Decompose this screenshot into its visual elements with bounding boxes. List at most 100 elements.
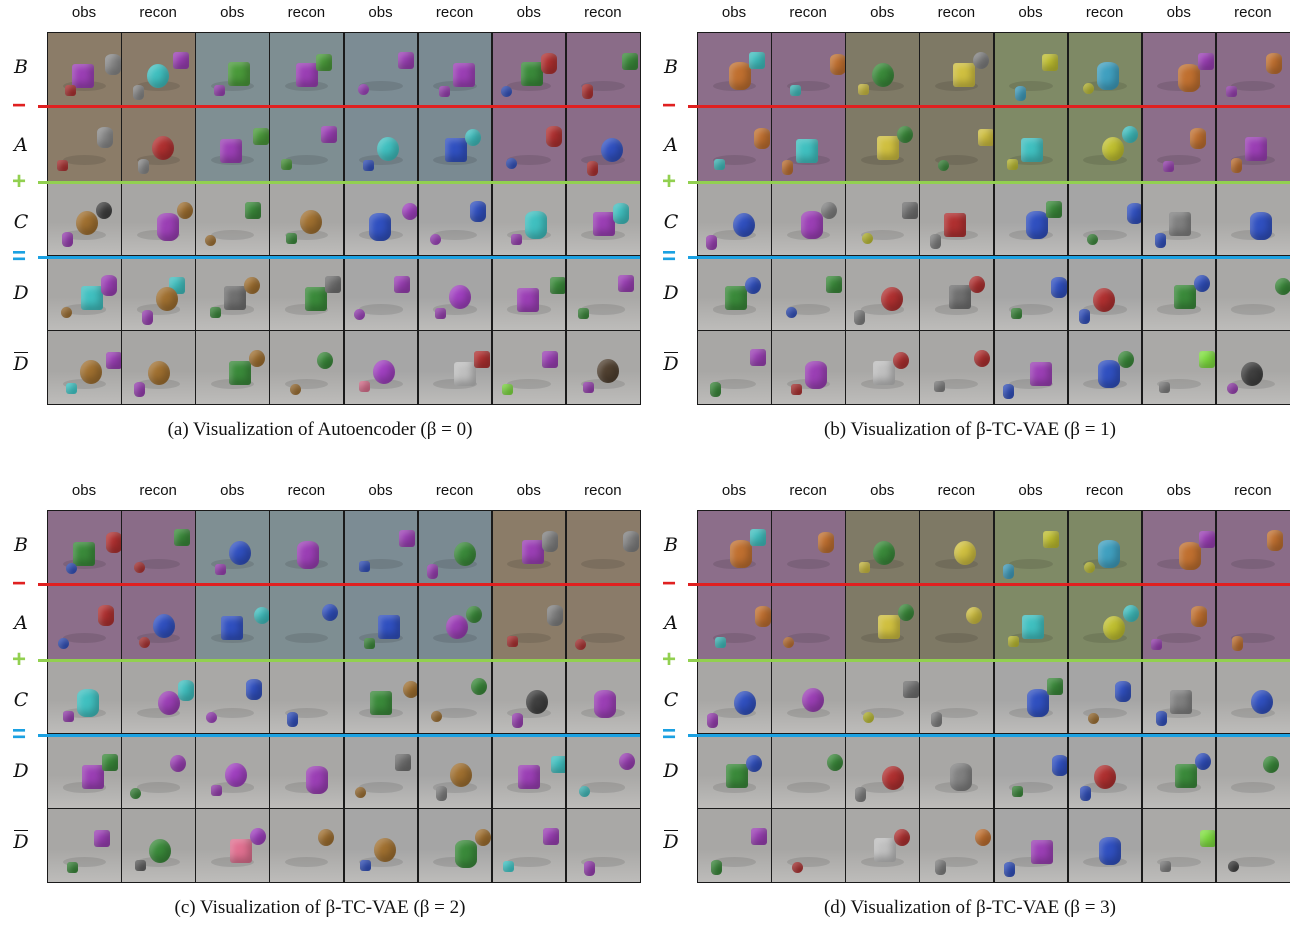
cube-object [1198, 351, 1215, 369]
cylinder-object [755, 606, 771, 628]
scene-image-obs [343, 330, 419, 406]
sphere-object [229, 540, 252, 565]
scene-image-recon [919, 255, 994, 331]
cylinder-object [729, 61, 751, 90]
row-label-text: B [14, 534, 28, 556]
cylinder-object [138, 158, 150, 174]
cube-object [453, 361, 476, 386]
scene-image-obs [1141, 32, 1217, 108]
minus-operator: − [661, 92, 676, 119]
column-header-recon: recon [435, 482, 474, 499]
row-label-text: C [13, 211, 29, 233]
cube-object [903, 680, 919, 698]
sphere-object [974, 350, 991, 368]
sphere-object [1083, 561, 1095, 573]
scene-image-recon [269, 584, 344, 660]
cylinder-object [106, 532, 121, 553]
sphere-object [158, 691, 181, 716]
sphere-object [470, 678, 487, 696]
sphere-object [954, 541, 977, 565]
overline-mark [664, 352, 678, 353]
scene-image-recon [1067, 106, 1143, 182]
cylinder-object [178, 680, 195, 702]
scene-image-obs [195, 106, 270, 182]
cube-object [325, 276, 342, 294]
cube-object [790, 85, 802, 96]
separator-line [38, 105, 640, 108]
scene-image-obs [343, 659, 419, 735]
sphere-object [244, 276, 261, 294]
cube-object [220, 138, 243, 163]
scene-image-obs [195, 808, 270, 884]
sphere-object [1193, 275, 1210, 293]
sphere-object [453, 541, 476, 566]
sphere-object [1086, 234, 1098, 246]
column-header-obs: obs [1166, 4, 1191, 21]
scene-image-obs [845, 106, 920, 182]
scene-image-obs [697, 330, 772, 406]
sphere-object [792, 862, 804, 874]
scene-image-recon [919, 330, 994, 406]
cube-object [369, 690, 392, 715]
sphere-object [938, 159, 950, 171]
cylinder-object [581, 83, 593, 99]
cylinder-object [134, 382, 146, 398]
sphere-object [1092, 287, 1115, 312]
cylinder-object [101, 275, 117, 297]
cube-object [859, 561, 871, 573]
sphere-object [1082, 83, 1094, 94]
panel-c: obs recon obs recon obs recon obs recon B A C D D − + =… [0, 478, 641, 940]
column-header-recon: recon [937, 482, 976, 499]
cube-object [1029, 361, 1052, 386]
scene-image-obs [1141, 808, 1217, 884]
column-header-recon: recon [584, 4, 622, 21]
row-label-text: D [13, 353, 29, 375]
scene-image-recon [1067, 584, 1143, 660]
cube-object [1041, 53, 1058, 71]
cylinder-object [1190, 605, 1207, 627]
scene-image-recon [1215, 32, 1290, 108]
plus-operator: + [11, 646, 26, 673]
cube-object [1197, 52, 1214, 70]
cylinder-object [1002, 564, 1014, 579]
column-header-recon: recon [1085, 4, 1124, 21]
cube-object [230, 839, 253, 864]
sphere-object [80, 360, 102, 385]
scene-image-obs [1141, 659, 1217, 735]
row-label-text: C [663, 211, 679, 233]
cube-object [582, 382, 594, 394]
sphere-object [525, 689, 548, 714]
scene-image-recon [121, 32, 196, 108]
column-header-obs: obs [220, 482, 245, 499]
row-label-d: D [10, 760, 32, 782]
plus-operator: + [661, 646, 676, 673]
row-label-text: B [664, 534, 678, 556]
sphere-object [1262, 755, 1279, 773]
cube-object [714, 158, 725, 170]
cylinder-object [105, 53, 121, 75]
cube-object [363, 638, 375, 650]
scene-image-obs [343, 510, 419, 586]
scene-image-obs [845, 510, 920, 586]
cube-object [135, 859, 147, 871]
sphere-object [225, 763, 248, 788]
sphere-object [465, 606, 482, 624]
row-label-d: D [10, 282, 32, 304]
sphere-object [170, 754, 187, 772]
cube-object [1225, 85, 1237, 97]
row-label-text: A [664, 134, 678, 156]
column-header-obs: obs [71, 4, 97, 21]
minus-operator: − [11, 92, 26, 119]
cube-object [473, 350, 490, 368]
column-header-recon: recon [584, 482, 622, 499]
sphere-object [254, 606, 269, 624]
sphere-object [574, 638, 586, 650]
cube-object [1021, 615, 1044, 640]
column-header-recon: recon [1234, 482, 1272, 499]
separator-line [38, 256, 640, 259]
scene-image-obs [47, 255, 122, 331]
row-label-text: A [664, 612, 678, 634]
scene-image-recon [417, 330, 493, 406]
cube-object [174, 529, 191, 546]
cylinder-object [730, 540, 752, 568]
